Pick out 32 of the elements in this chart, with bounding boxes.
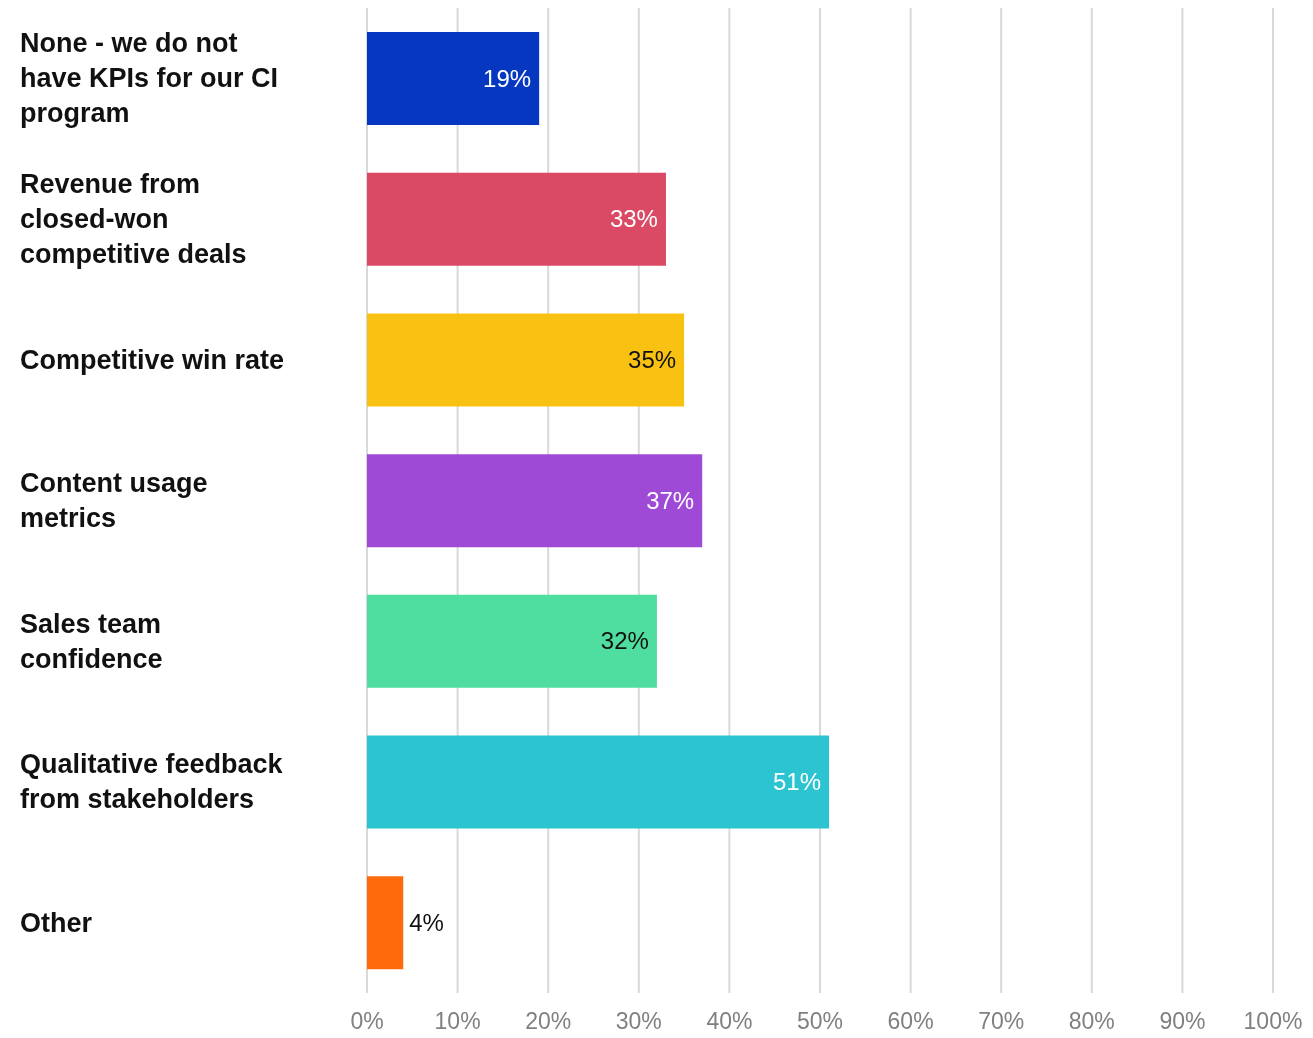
- x-tick-label: 80%: [1068, 1008, 1115, 1035]
- bar: [367, 32, 540, 125]
- y-tick-label: Competitive win rate: [20, 344, 285, 375]
- bar: [367, 172, 666, 266]
- x-tick-label: 0%: [350, 1008, 384, 1035]
- bar: [367, 454, 703, 548]
- y-tick-label: Revenue from closed-won competitive deals: [20, 169, 247, 270]
- bar: [367, 876, 404, 970]
- bar: [367, 313, 685, 407]
- data-label: 4%: [409, 908, 444, 936]
- bar: [367, 594, 657, 688]
- x-tick-label: 20%: [525, 1008, 572, 1035]
- data-label: 51%: [773, 768, 822, 796]
- x-tick-label: 10%: [434, 1008, 481, 1035]
- x-tick-label: 60%: [887, 1008, 934, 1035]
- x-tick-label: 30%: [615, 1008, 662, 1035]
- data-label: 37%: [646, 486, 695, 514]
- y-tick-label: None - we do not have KPIs for our CI program: [20, 28, 279, 129]
- x-tick-label: 90%: [1159, 1008, 1206, 1035]
- y-tick-label: Content usage metrics: [20, 468, 208, 533]
- data-label: 32%: [600, 627, 649, 655]
- data-label: 33%: [609, 205, 658, 233]
- x-tick-label: 50%: [796, 1008, 844, 1035]
- x-tick-label: 40%: [706, 1008, 753, 1035]
- data-label: 35%: [628, 345, 677, 373]
- y-tick-label: Qualitative feedback from stakeholders: [20, 749, 284, 815]
- x-tick-label: 100%: [1243, 1008, 1303, 1035]
- y-tick-label: Sales team confidence: [20, 608, 163, 674]
- bar: [367, 735, 830, 829]
- data-label: 19%: [483, 64, 532, 92]
- x-tick-label: 70%: [978, 1008, 1025, 1035]
- y-tick-label: Other: [20, 907, 93, 938]
